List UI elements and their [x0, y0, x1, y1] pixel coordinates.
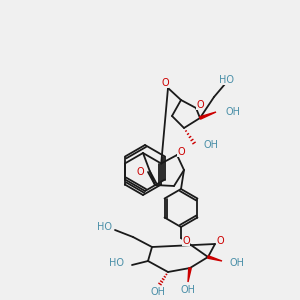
Text: O: O	[136, 167, 144, 177]
Text: OH: OH	[181, 285, 196, 295]
Text: O: O	[182, 236, 190, 246]
Text: OH: OH	[204, 140, 219, 150]
Polygon shape	[208, 256, 222, 261]
Polygon shape	[188, 268, 191, 282]
Text: O: O	[196, 100, 204, 110]
Text: O: O	[216, 236, 224, 246]
Polygon shape	[200, 112, 216, 119]
Text: OH: OH	[151, 287, 166, 297]
Text: HO: HO	[109, 258, 124, 268]
Text: O: O	[177, 147, 185, 157]
Text: O: O	[161, 78, 169, 88]
Text: HO: HO	[97, 222, 112, 232]
Text: OH: OH	[230, 258, 245, 268]
Text: HO: HO	[220, 75, 235, 85]
Text: OH: OH	[226, 107, 241, 117]
